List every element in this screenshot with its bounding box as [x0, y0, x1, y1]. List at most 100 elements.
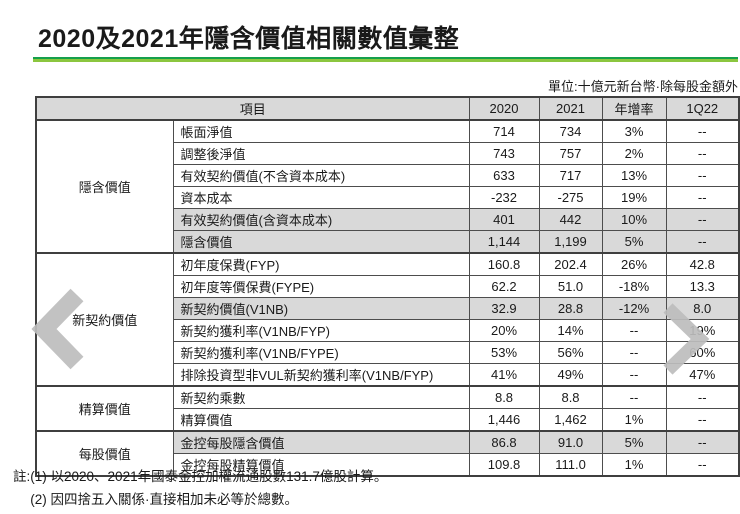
- col-header-2020: 2020: [468, 96, 540, 121]
- table-row: 有效契約價值(含資本成本) 401 442 10% --: [36, 208, 740, 231]
- value-2020: 109.8: [468, 453, 540, 477]
- table-row: 調整後淨值 743 757 2% --: [36, 142, 740, 165]
- item-cell: 帳面淨值: [172, 119, 470, 143]
- item-cell: 排除投資型非VUL新契約獲利率(V1NB/FYP): [172, 363, 470, 387]
- value-1q22: --: [665, 230, 740, 254]
- value-yoy: 19%: [601, 186, 667, 209]
- value-yoy: 2%: [601, 142, 667, 165]
- table-row: 隱含價值 帳面淨值 714 734 3% --: [35, 119, 740, 254]
- value-2020: 86.8: [468, 430, 540, 454]
- item-cell: 初年度保費(FYP): [172, 252, 470, 276]
- table-row: 初年度等價保費(FYPE) 62.2 51.0 -18% 13.3: [36, 275, 740, 298]
- value-2020: 62.2: [468, 275, 540, 298]
- value-2021: 111.0: [538, 453, 603, 477]
- value-2021: 1,199: [538, 230, 603, 254]
- value-yoy: 13%: [601, 164, 667, 187]
- value-2021: 757: [538, 142, 603, 165]
- value-2020: 743: [468, 142, 540, 165]
- value-2021: 91.0: [538, 430, 603, 454]
- value-yoy: --: [601, 385, 667, 409]
- value-2021: 8.8: [538, 385, 603, 409]
- item-cell: 新契約獲利率(V1NB/FYP): [172, 319, 470, 342]
- value-yoy: 5%: [601, 230, 667, 254]
- value-yoy: -18%: [601, 275, 667, 298]
- footnotes: 註: (1) 以2020、2021年國泰金控加權流通股數131.7億股計算。 (…: [13, 465, 387, 511]
- item-cell: 金控每股精算價值: [172, 453, 470, 477]
- value-2020: 8.8: [468, 385, 540, 409]
- value-yoy: 5%: [601, 430, 667, 454]
- chevron-right-icon: [663, 303, 710, 375]
- item-cell: 隱含價值: [172, 230, 470, 254]
- col-header-item: 項目: [35, 96, 470, 121]
- value-1q22: --: [665, 385, 740, 409]
- value-2020: 32.9: [468, 297, 540, 320]
- table-row: 精算價值 1,446 1,462 1% --: [36, 408, 740, 432]
- table-row: 金控每股精算價值 109.8 111.0 1% --: [36, 453, 740, 477]
- col-header-yoy: 年增率: [601, 96, 667, 121]
- footnote-2: (2) 因四捨五入關係·直接相加未必等於總數。: [30, 492, 299, 507]
- value-yoy: 10%: [601, 208, 667, 231]
- value-1q22: --: [665, 119, 740, 143]
- value-2021: 1,462: [538, 408, 603, 432]
- unit-note: 單位:十億元新台幣·除每股金額外: [548, 79, 738, 94]
- value-1q22: --: [665, 453, 740, 477]
- value-1q22: 42.8: [665, 252, 740, 276]
- value-2020: 41%: [468, 363, 540, 387]
- table-row: 每股價值 金控每股隱含價值 86.8 91.0 5% --: [35, 430, 740, 477]
- value-2021: 14%: [538, 319, 603, 342]
- value-1q22: --: [665, 430, 740, 454]
- value-2021: 56%: [538, 341, 603, 364]
- value-2020: 1,446: [468, 408, 540, 432]
- value-1q22: --: [665, 164, 740, 187]
- carousel-prev-button[interactable]: [31, 287, 89, 371]
- value-2021: 202.4: [538, 252, 603, 276]
- value-2020: 714: [468, 119, 540, 143]
- table-header-row: 項目 2020 2021 年增率 1Q22: [35, 96, 740, 121]
- item-cell: 初年度等價保費(FYPE): [172, 275, 470, 298]
- value-1q22: --: [665, 142, 740, 165]
- value-2021: 49%: [538, 363, 603, 387]
- value-2021: 717: [538, 164, 603, 187]
- carousel-next-button[interactable]: [657, 301, 711, 377]
- table-row: 新契約獲利率(V1NB/FYPE) 53% 56% -- 60%: [36, 341, 740, 364]
- value-yoy: -12%: [601, 297, 667, 320]
- table-row: 排除投資型非VUL新契約獲利率(V1NB/FYP) 41% 49% -- 47%: [36, 363, 740, 387]
- value-2021: 442: [538, 208, 603, 231]
- col-header-2021: 2021: [538, 96, 603, 121]
- value-2020: -232: [468, 186, 540, 209]
- value-1q22: --: [665, 186, 740, 209]
- value-2021: 28.8: [538, 297, 603, 320]
- item-cell: 新契約價值(V1NB): [172, 297, 470, 320]
- group-label-per-share-value: 每股價值: [35, 430, 174, 477]
- value-2020: 1,144: [468, 230, 540, 254]
- item-cell: 資本成本: [172, 186, 470, 209]
- table-row: 新契約獲利率(V1NB/FYP) 20% 14% -- 19%: [36, 319, 740, 342]
- footnote-1: (1) 以2020、2021年國泰金控加權流通股數131.7億股計算。: [30, 469, 388, 484]
- chevron-left-icon: [31, 288, 84, 370]
- embedded-value-table: 項目 2020 2021 年增率 1Q22 隱含價值 帳面淨值 714 734 …: [35, 96, 740, 477]
- value-1q22: 47%: [665, 363, 740, 387]
- value-1q22: --: [665, 208, 740, 231]
- value-2020: 20%: [468, 319, 540, 342]
- item-cell: 精算價值: [172, 408, 470, 432]
- page-title: 2020及2021年隱含價值相關數值彙整: [38, 25, 460, 53]
- value-yoy: 1%: [601, 408, 667, 432]
- value-2020: 53%: [468, 341, 540, 364]
- item-cell: 有效契約價值(不含資本成本): [172, 164, 470, 187]
- item-cell: 新契約獲利率(V1NB/FYPE): [172, 341, 470, 364]
- value-2021: -275: [538, 186, 603, 209]
- item-cell: 新契約乘數: [172, 385, 470, 409]
- value-1q22: 8.0: [665, 297, 740, 320]
- value-2021: 51.0: [538, 275, 603, 298]
- title-underline-divider: [33, 57, 738, 62]
- value-yoy: 3%: [601, 119, 667, 143]
- group-label-appraisal-value: 精算價值: [35, 385, 174, 432]
- col-header-1q22: 1Q22: [665, 96, 740, 121]
- item-cell: 有效契約價值(含資本成本): [172, 208, 470, 231]
- table-row: 新契約價值 初年度保費(FYP) 160.8 202.4 26% 42.8: [35, 252, 740, 387]
- value-1q22: --: [665, 408, 740, 432]
- item-cell: 調整後淨值: [172, 142, 470, 165]
- value-2020: 633: [468, 164, 540, 187]
- value-yoy: 26%: [601, 252, 667, 276]
